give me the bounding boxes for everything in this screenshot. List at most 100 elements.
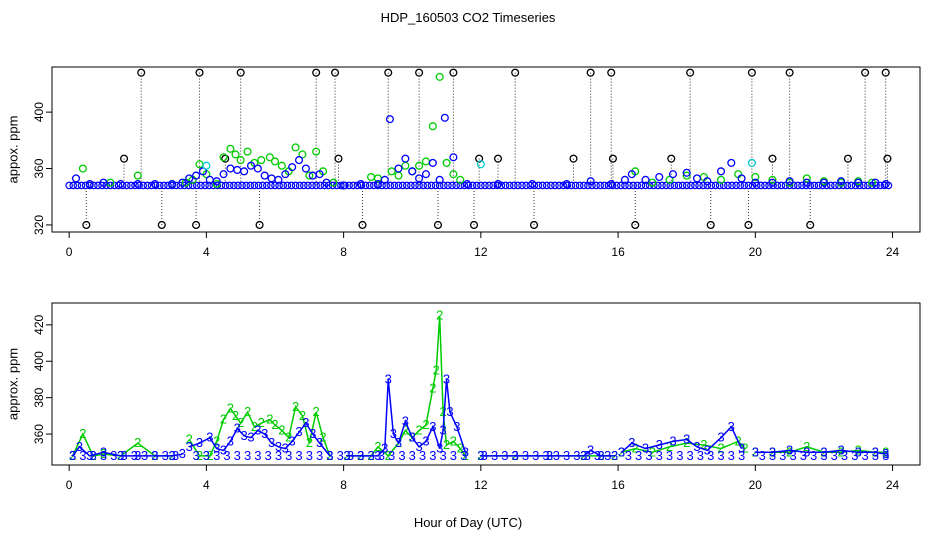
baseline-point — [843, 181, 852, 190]
series-3-marker: 3 — [669, 433, 676, 448]
top-x-tick-label: 0 — [66, 245, 73, 259]
series-3-line — [621, 425, 743, 453]
baseline-point — [481, 181, 489, 190]
series-1-point — [195, 68, 204, 77]
baseline-point — [633, 181, 642, 190]
baseline-marker: 3 — [306, 448, 313, 463]
top-y-tick-label: 400 — [32, 102, 46, 122]
baseline-point — [542, 181, 551, 190]
baseline-point — [197, 181, 205, 190]
baseline-point — [724, 181, 732, 190]
baseline-point — [382, 181, 390, 190]
series-3-marker: 3 — [261, 426, 268, 441]
baseline-point — [143, 181, 152, 190]
series-3-marker: 3 — [206, 430, 213, 445]
baseline-point — [732, 181, 740, 190]
series-3-point — [408, 167, 417, 176]
series-2-marker: 2 — [319, 430, 326, 445]
series-cyan-point — [747, 158, 756, 167]
series-3-line — [347, 379, 467, 457]
baseline-point — [254, 181, 263, 190]
series-3-marker: 3 — [69, 448, 76, 463]
baseline-point — [69, 181, 78, 190]
series-2-marker: 2 — [292, 399, 299, 414]
series-3-marker: 3 — [693, 439, 700, 454]
baseline-point — [452, 181, 460, 190]
series-3-point — [768, 178, 777, 187]
series-2-marker: 2 — [436, 308, 443, 323]
baseline-point — [674, 181, 683, 190]
series-2-point — [305, 171, 314, 180]
bottom-x-tick-label: 16 — [611, 478, 625, 492]
series-2-point — [291, 143, 300, 152]
series-3-marker: 3 — [422, 433, 429, 448]
series-2-marker: 2 — [271, 417, 278, 432]
baseline-point — [440, 181, 448, 190]
series-3-marker: 3 — [628, 435, 635, 450]
baseline-marker: 3 — [604, 448, 611, 463]
baseline-point — [682, 181, 691, 190]
series-cyan-point — [202, 161, 211, 170]
series-3-marker: 3 — [597, 448, 604, 463]
series-2-marker: 2 — [134, 435, 141, 450]
baseline-point — [77, 181, 86, 190]
baseline-marker: 3 — [172, 448, 179, 463]
baseline-point — [275, 181, 283, 190]
bottom-x-tick-label: 8 — [340, 478, 347, 492]
baseline-marker: 3 — [872, 448, 879, 463]
series-3-marker: 3 — [587, 442, 594, 457]
baseline-point — [201, 181, 209, 190]
baseline-point — [365, 181, 374, 190]
series-cyan-point — [476, 160, 485, 169]
series-2-marker: 2 — [278, 422, 285, 437]
series-2-marker: 2 — [855, 442, 862, 457]
series-1-point — [785, 68, 794, 77]
series-1-point — [511, 68, 520, 77]
baseline-point — [304, 181, 312, 190]
series-3-point — [240, 167, 249, 176]
series-2-point — [387, 167, 396, 176]
series-2-marker: 2 — [213, 433, 220, 448]
series-3-marker: 3 — [254, 422, 261, 437]
series-2-marker: 2 — [462, 448, 469, 463]
series-2-point — [802, 174, 811, 183]
baseline-marker: 3 — [460, 448, 467, 463]
series-2-point — [277, 161, 286, 170]
baseline-point — [711, 181, 720, 190]
baseline-marker: 3 — [162, 448, 169, 463]
top-x-tick-label: 12 — [474, 245, 488, 259]
top-y-tick-label: 360 — [32, 158, 46, 178]
baseline-point — [625, 181, 633, 190]
baseline-marker: 3 — [398, 448, 405, 463]
series-3-marker: 3 — [234, 421, 241, 436]
series-3-point — [421, 170, 431, 179]
baseline-point — [398, 181, 407, 190]
series-3-marker: 3 — [268, 435, 275, 450]
series-3-point — [288, 163, 297, 172]
baseline-point — [312, 181, 320, 190]
series-2-point — [648, 178, 657, 187]
baseline-marker: 3 — [491, 448, 498, 463]
series-2-point — [133, 171, 142, 180]
baseline-marker: 3 — [419, 448, 426, 463]
series-3-point — [301, 164, 310, 173]
series-3-point — [435, 175, 444, 184]
series-1-point — [861, 68, 870, 77]
series-1-point — [631, 220, 640, 229]
baseline-point — [662, 181, 670, 190]
bottom-y-tick-label: 420 — [32, 315, 46, 335]
top-x-tick-label: 4 — [203, 245, 210, 259]
baseline-point — [205, 181, 213, 190]
series-3-line — [71, 445, 183, 457]
baseline-marker: 3 — [851, 448, 858, 463]
series-3-point — [339, 181, 348, 190]
series-3-point — [192, 171, 201, 180]
series-1-point — [312, 68, 321, 77]
baseline-point — [526, 181, 535, 190]
series-1-point — [433, 220, 443, 229]
baseline-point — [485, 181, 493, 190]
baseline-marker: 3 — [810, 448, 817, 463]
series-1-point — [475, 154, 484, 163]
baseline-marker: 3 — [861, 448, 868, 463]
